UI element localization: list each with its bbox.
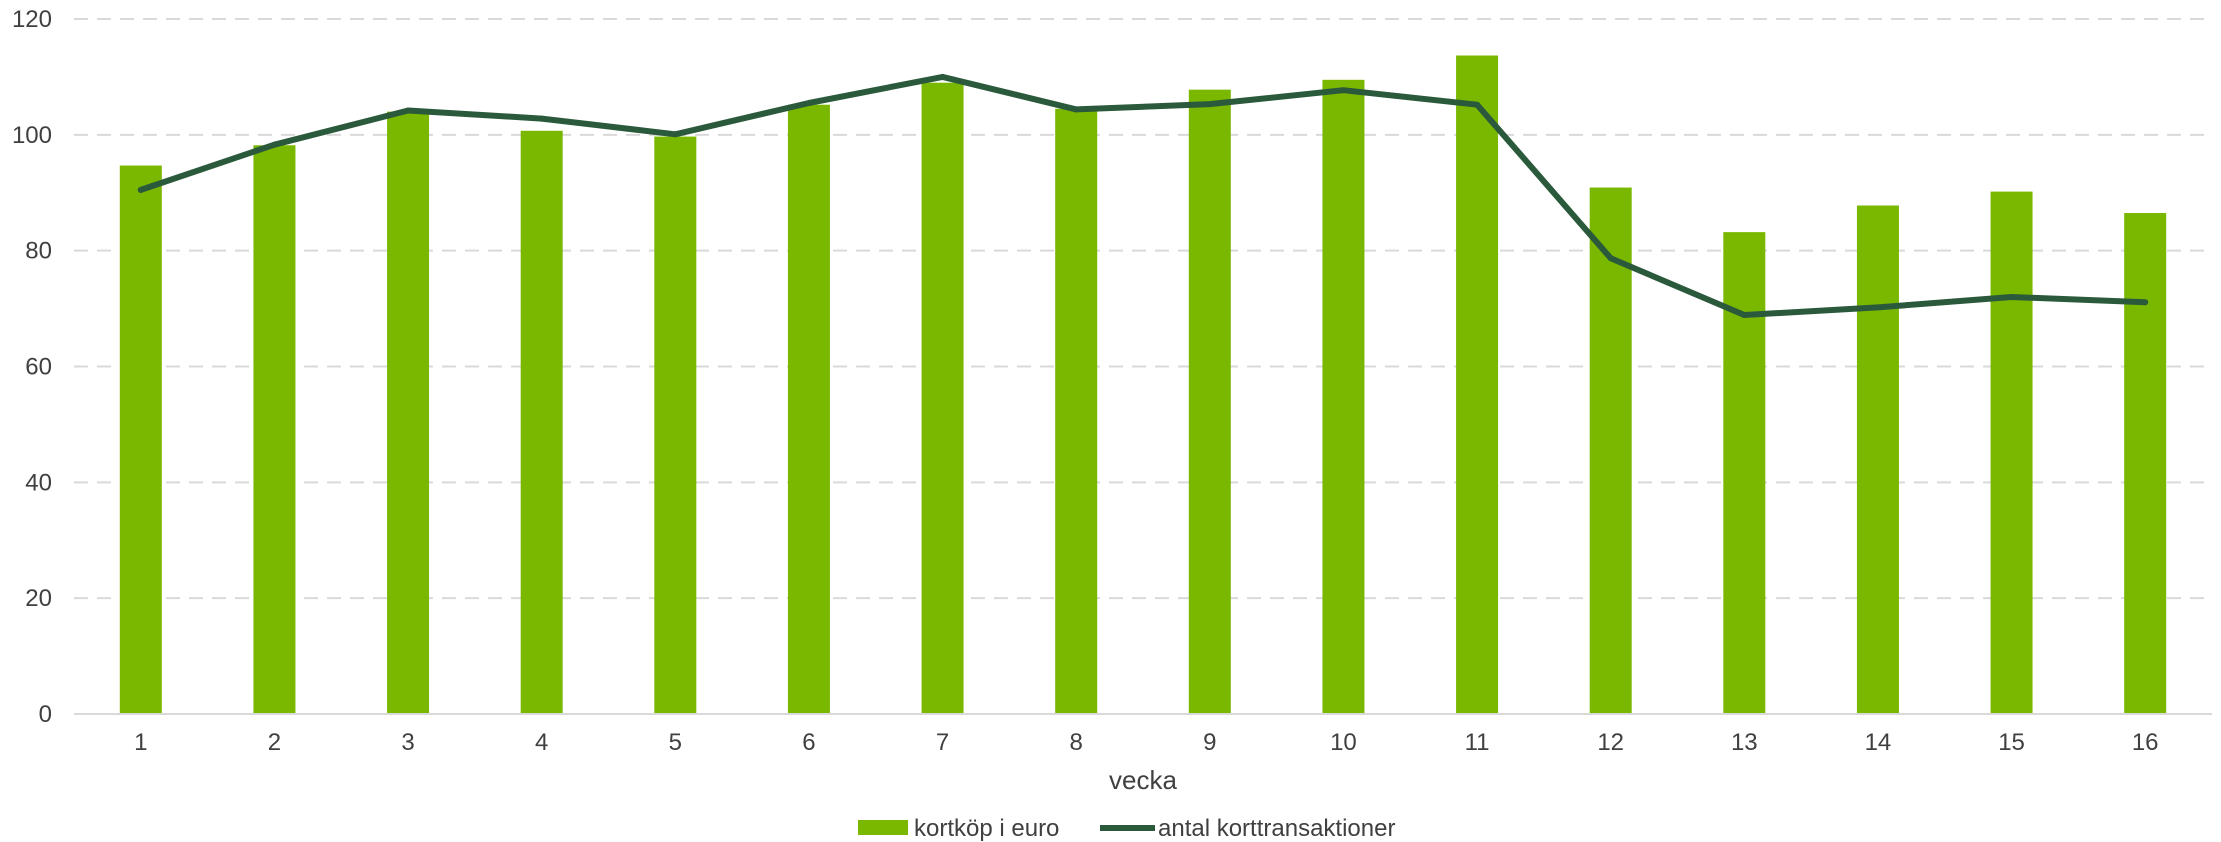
x-tick-label: 13 <box>1731 729 1758 756</box>
x-tick-label: 12 <box>1597 729 1624 756</box>
y-tick-label: 0 <box>39 701 52 728</box>
line-point <box>672 131 679 138</box>
line-point <box>939 73 946 80</box>
bar <box>520 130 563 714</box>
bar <box>1055 108 1098 715</box>
x-tick-label: 3 <box>401 729 414 756</box>
line-point <box>538 115 545 122</box>
line-point <box>1340 87 1347 94</box>
bar <box>1456 55 1499 715</box>
legend-label-line: antal korttransaktioner <box>1158 815 1395 842</box>
line-point <box>2008 294 2015 300</box>
legend-swatch-bar <box>858 820 908 835</box>
bar-series <box>119 55 2167 715</box>
bar <box>253 145 296 715</box>
bar <box>1322 79 1365 714</box>
x-tick-label: 10 <box>1330 729 1357 756</box>
x-tick-label: 7 <box>936 729 949 756</box>
x-tick-label: 4 <box>535 729 548 756</box>
y-axis-ticks: 0 20 40 60 80 100 120 <box>12 6 52 728</box>
legend-label-bar: kortköp i euro <box>914 815 1059 842</box>
line-point <box>1741 311 1748 318</box>
x-tick-label: 14 <box>1865 729 1892 756</box>
line-point <box>1073 106 1080 113</box>
line-point <box>1607 255 1614 262</box>
x-tick-label: 1 <box>134 729 147 756</box>
x-axis-title: vecka <box>1109 765 1177 795</box>
x-tick-label: 15 <box>1998 729 2025 756</box>
gridlines <box>74 18 2212 600</box>
x-tick-label: 9 <box>1203 729 1216 756</box>
x-tick-label: 6 <box>802 729 815 756</box>
x-tick-label: 5 <box>669 729 682 756</box>
x-tick-label: 11 <box>1465 729 1490 756</box>
x-axis-ticks: 1 2 3 4 5 6 7 8 9 10 11 12 13 14 15 16 <box>134 729 2158 756</box>
bar <box>921 82 964 715</box>
y-tick-label: 20 <box>25 585 52 612</box>
y-tick-label: 60 <box>25 354 52 381</box>
bar <box>1188 89 1231 715</box>
line-point <box>271 141 278 148</box>
y-tick-label: 100 <box>12 122 52 149</box>
bar <box>1723 232 1766 714</box>
line-point <box>2142 299 2149 306</box>
x-tick-label: 2 <box>268 729 281 756</box>
y-tick-label: 80 <box>25 238 52 265</box>
line-series <box>137 73 2149 318</box>
bar <box>654 136 697 715</box>
bar <box>2124 213 2167 715</box>
bar <box>1589 187 1632 715</box>
y-tick-label: 120 <box>12 6 52 33</box>
y-tick-label: 40 <box>25 469 52 496</box>
line-point <box>1474 101 1481 108</box>
bar <box>1990 191 2033 714</box>
line-point <box>1874 304 1881 311</box>
line-point <box>1206 101 1213 108</box>
x-tick-label: 16 <box>2132 729 2159 756</box>
bar <box>1856 205 1899 714</box>
bar <box>119 165 162 714</box>
line-point <box>805 99 812 106</box>
bar <box>787 104 830 714</box>
line-point <box>405 107 412 114</box>
line-point <box>137 186 144 193</box>
series-line <box>137 73 2149 318</box>
bar <box>387 111 430 714</box>
x-tick-label: 8 <box>1070 729 1083 756</box>
legend: kortköp i euro antal korttransaktioner <box>858 815 1395 842</box>
